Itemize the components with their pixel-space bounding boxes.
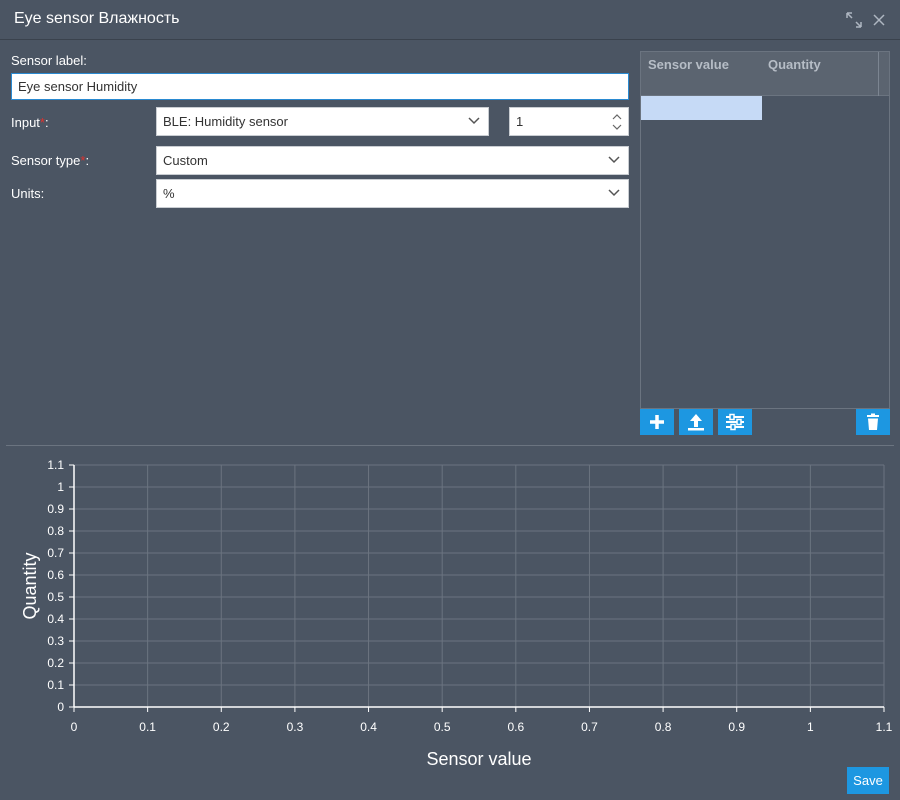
y-tick-label: 0.8: [47, 524, 64, 538]
y-tick-label: 0.2: [47, 656, 64, 670]
x-tick-label: 0.3: [287, 720, 304, 734]
chevron-down-icon: [608, 189, 620, 197]
settings-icon: [726, 413, 744, 431]
chevron-down-icon: [468, 117, 480, 125]
chart-ticks: 0 0.1 0.2 0.3 0.4 0.5 0.6 0.7 0.8 0.9 1 1.1 0 0.1 0.2 0…: [47, 458, 892, 734]
chevron-down-icon: [608, 156, 620, 164]
input-label: Input: [11, 115, 40, 130]
input-number-value: 1: [516, 114, 524, 129]
table-header: Sensor value Quantity: [641, 52, 889, 96]
input-select[interactable]: BLE: Humidity sensor: [156, 107, 489, 136]
x-tick-label: 1.1: [876, 720, 893, 734]
column-separator: [878, 52, 879, 96]
y-tick-label: 0.1: [47, 678, 64, 692]
sensor-type-value: Custom: [163, 153, 208, 168]
y-tick-label: 0.3: [47, 634, 64, 648]
x-tick-label: 0.6: [507, 720, 524, 734]
calibration-chart: 0 0.1 0.2 0.3 0.4 0.5 0.6 0.7 0.8 0.9 1 1.1 0 0.1 0.2 0…: [20, 458, 893, 769]
input-select-value: BLE: Humidity sensor: [163, 114, 288, 129]
delete-button[interactable]: [856, 409, 890, 435]
x-tick-label: 0.5: [434, 720, 451, 734]
label-colon: :: [85, 153, 90, 168]
input-number-stepper[interactable]: 1: [509, 107, 629, 136]
upload-icon: [688, 414, 704, 431]
sensor-type-select[interactable]: Custom: [156, 146, 629, 175]
chart-axes: [73, 465, 884, 708]
add-row-button[interactable]: [640, 409, 674, 435]
label-colon: :: [44, 115, 49, 130]
sensor-label-caption: Sensor label:: [11, 53, 87, 68]
upload-button[interactable]: [679, 409, 713, 435]
sensor-type-label: Sensor type: [11, 153, 81, 168]
y-tick-label: 0.9: [47, 502, 64, 516]
expand-icon[interactable]: [846, 12, 862, 28]
spinner-arrows-icon[interactable]: [612, 112, 622, 132]
x-tick-label: 0.8: [655, 720, 672, 734]
calibration-table: Sensor value Quantity: [640, 51, 890, 409]
y-tick-label: 0: [57, 700, 64, 714]
chart-grid: [74, 464, 885, 707]
add-icon: [650, 415, 664, 429]
x-tick-label: 1: [807, 720, 814, 734]
x-tick-label: 0.4: [360, 720, 377, 734]
y-tick-label: 1.1: [47, 458, 64, 472]
section-divider: [6, 445, 894, 446]
y-tick-label: 0.6: [47, 568, 64, 582]
column-header-quantity[interactable]: Quantity: [768, 57, 821, 72]
table-row-selected-cell[interactable]: [641, 96, 762, 120]
y-tick-label: 1: [57, 480, 64, 494]
x-axis-label: Sensor value: [426, 749, 531, 769]
sensor-type-caption: Sensor type*:: [11, 153, 89, 168]
required-mark: *: [39, 115, 45, 130]
y-axis-label: Quantity: [20, 552, 40, 619]
y-tick-label: 0.7: [47, 546, 64, 560]
y-tick-label: 0.4: [47, 612, 64, 626]
units-select[interactable]: %: [156, 179, 629, 208]
x-tick-label: 0.9: [728, 720, 745, 734]
close-icon[interactable]: [871, 12, 887, 28]
x-tick-label: 0.1: [139, 720, 156, 734]
input-caption: Input*:: [11, 115, 49, 130]
trash-icon: [867, 413, 879, 430]
x-tick-label: 0: [71, 720, 78, 734]
required-mark: *: [80, 153, 86, 168]
column-header-sensor-value[interactable]: Sensor value: [648, 57, 729, 72]
sensor-label-input[interactable]: [11, 73, 629, 100]
dialog-title: Eye sensor Влажность: [14, 10, 180, 27]
units-caption: Units:: [11, 186, 45, 201]
y-tick-label: 0.5: [47, 590, 64, 604]
x-tick-label: 0.7: [581, 720, 598, 734]
dialog-titlebar: Eye sensor Влажность: [0, 0, 900, 40]
x-tick-label: 0.2: [213, 720, 230, 734]
units-value: %: [163, 186, 175, 201]
settings-button[interactable]: [718, 409, 752, 435]
save-button[interactable]: Save: [847, 767, 889, 794]
